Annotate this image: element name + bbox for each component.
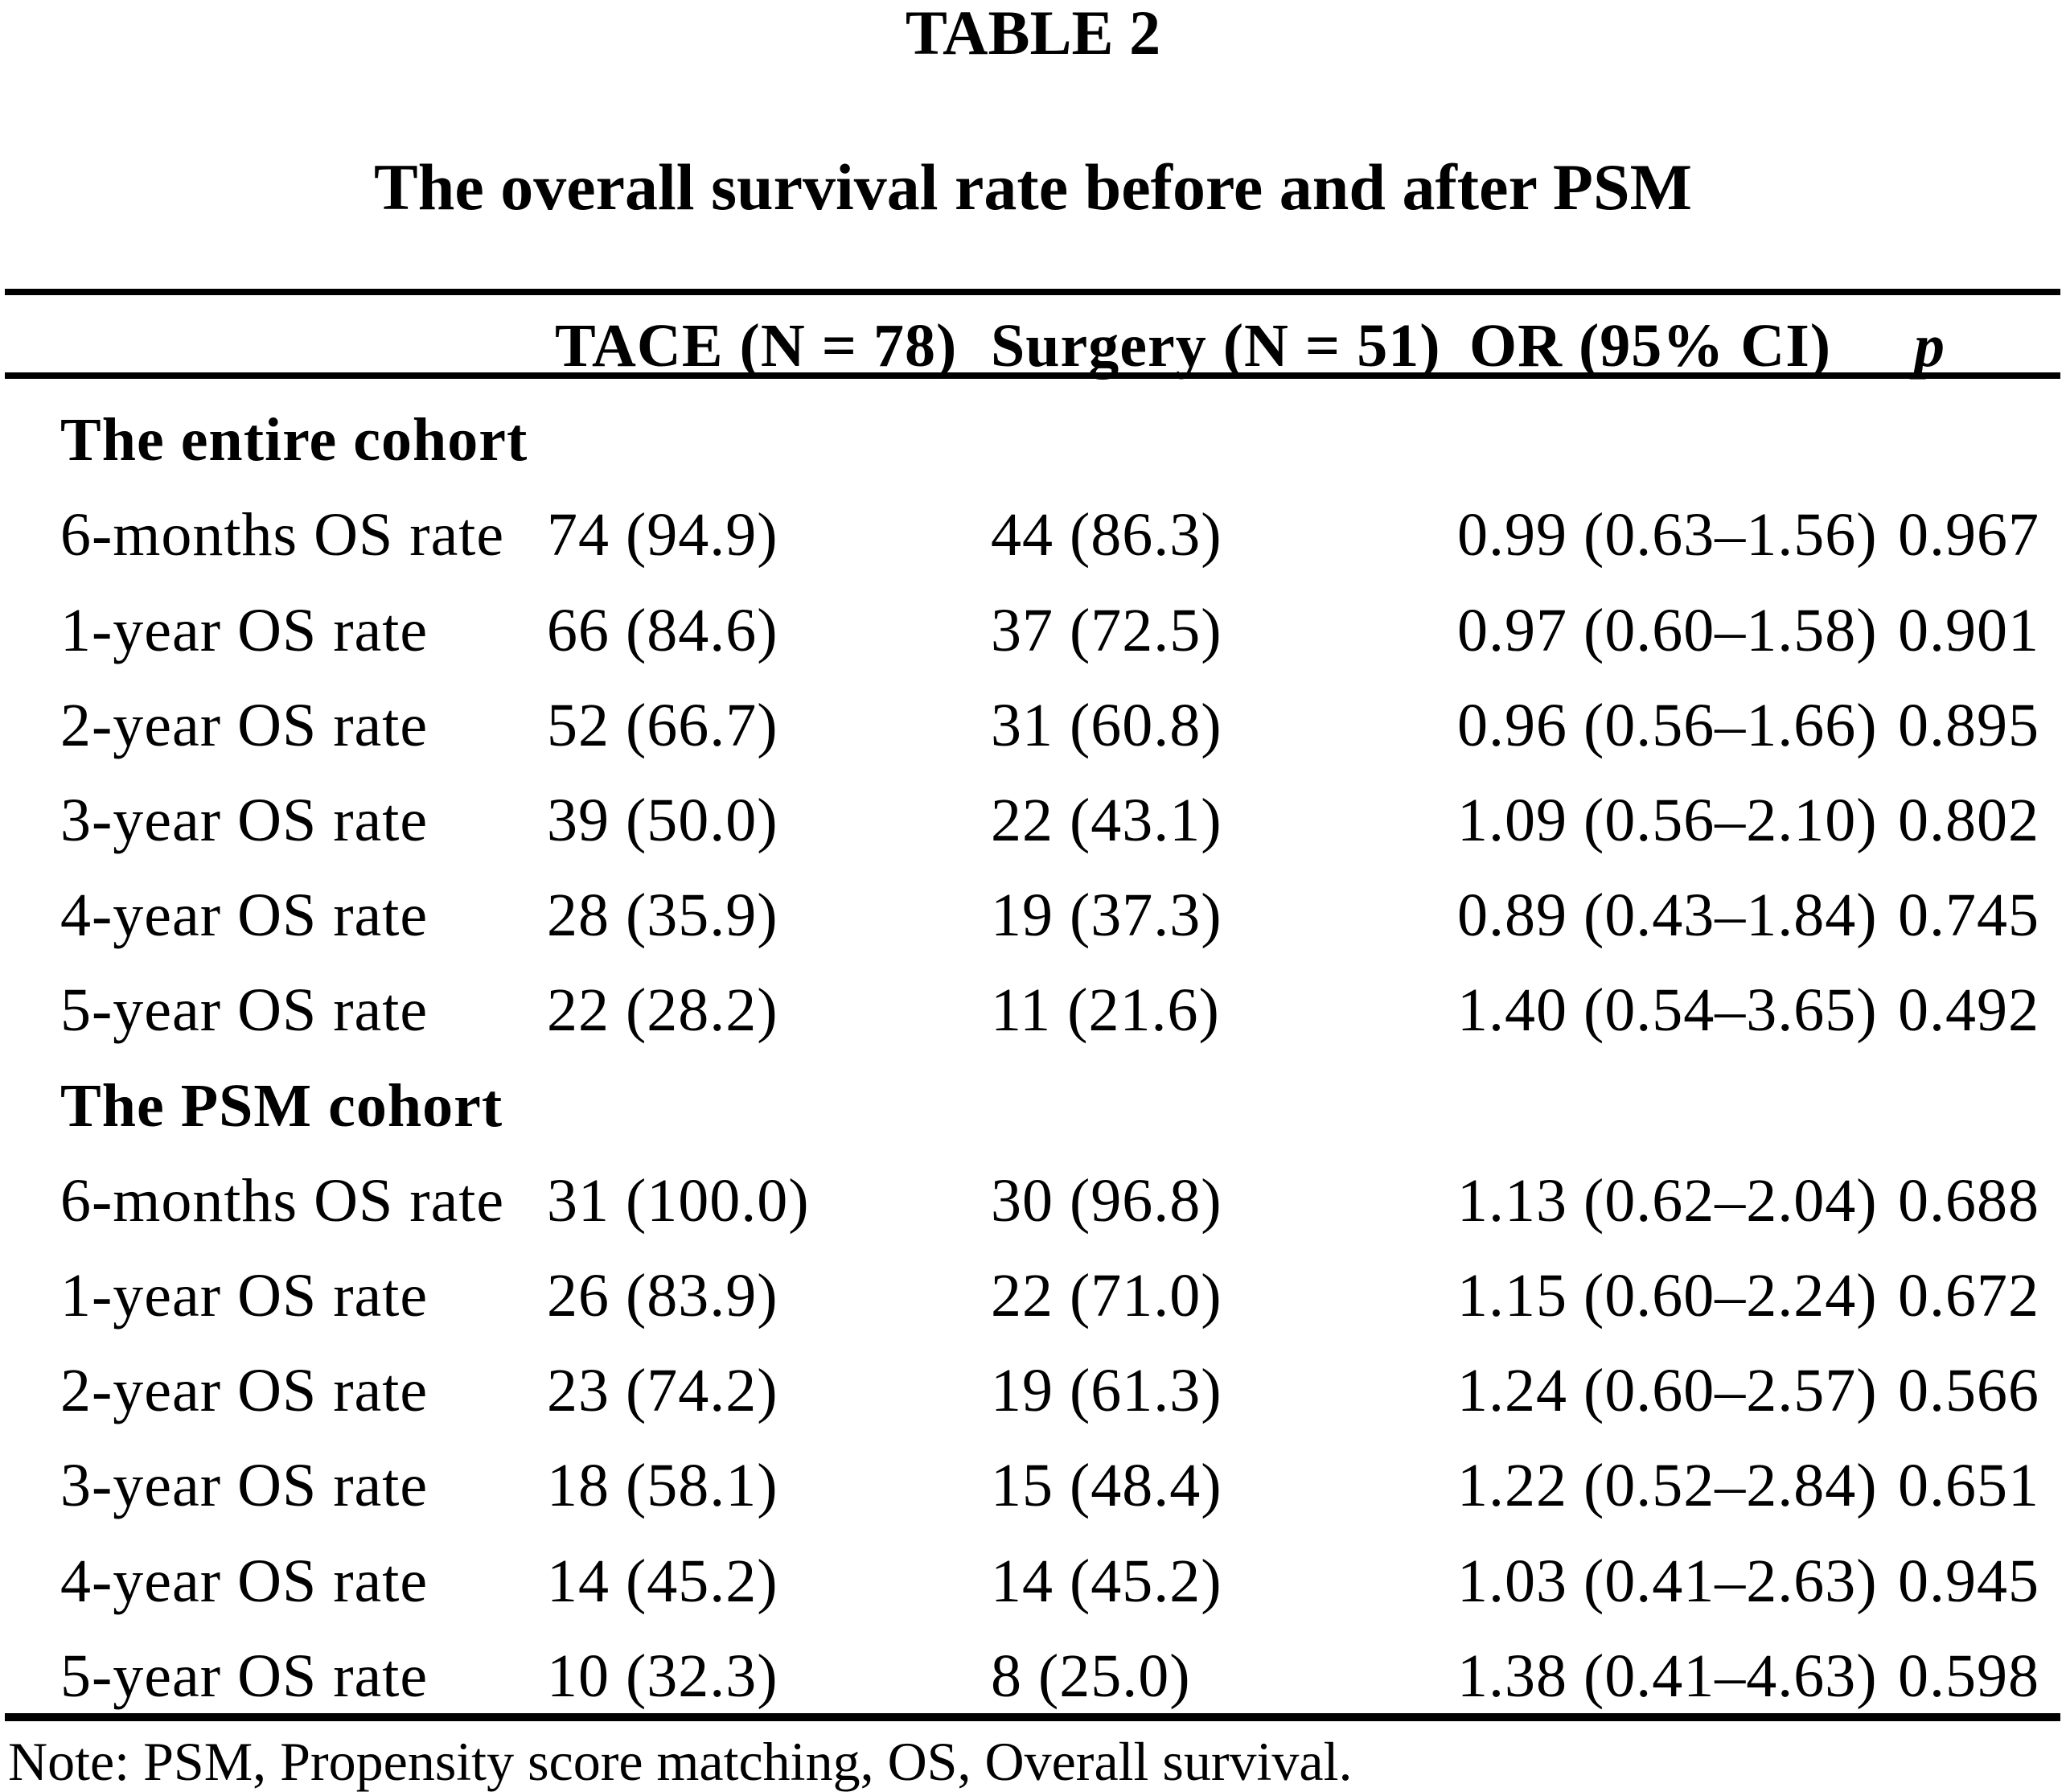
table-row: 3-year OS rate 39 (50.0) 22 (43.1) 1.09 …: [0, 762, 2066, 857]
cell-surgery: 22 (71.0): [991, 1262, 1222, 1330]
row-label: 2-year OS rate: [60, 1357, 429, 1425]
row-label: 5-year OS rate: [60, 976, 429, 1045]
row-label: 6-months OS rate: [60, 1166, 505, 1235]
table-row: 1-year OS rate 66 (84.6) 37 (72.5) 0.97 …: [0, 572, 2066, 667]
table-caption: The overall survival rate before and aft…: [374, 150, 1692, 224]
cell-tace: 39 (50.0): [547, 786, 778, 854]
row-label: 1-year OS rate: [60, 1262, 429, 1330]
cell-p-value: 0.492: [1898, 976, 2039, 1045]
cell-tace: 66 (84.6): [547, 596, 778, 664]
cell-or-ci: 0.97 (0.60–1.58): [1457, 596, 1878, 664]
table-row: 4-year OS rate 28 (35.9) 19 (37.3) 0.89 …: [0, 857, 2066, 952]
row-label: 4-year OS rate: [60, 1547, 429, 1615]
cell-surgery: 8 (25.0): [991, 1642, 1191, 1710]
cell-p-value: 0.895: [1898, 691, 2039, 759]
cell-surgery: 37 (72.5): [991, 596, 1222, 664]
cell-surgery: 15 (48.4): [991, 1452, 1222, 1520]
cell-surgery: 11 (21.6): [991, 976, 1220, 1045]
cell-surgery: 30 (96.8): [991, 1166, 1222, 1235]
cell-or-ci: 1.13 (0.62–2.04): [1457, 1166, 1878, 1235]
cell-surgery: 44 (86.3): [991, 501, 1222, 569]
cell-p-value: 0.802: [1898, 786, 2039, 854]
table-bottom-rule: [5, 1713, 2060, 1721]
column-header-surgery: Surgery (N = 51): [991, 312, 1441, 380]
table-row: 3-year OS rate 18 (58.1) 15 (48.4) 1.22 …: [0, 1428, 2066, 1523]
table-body: The entire cohort 6-months OS rate 74 (9…: [0, 382, 2066, 1713]
cell-tace: 23 (74.2): [547, 1357, 778, 1425]
cell-tace: 74 (94.9): [547, 501, 778, 569]
table-row: 6-months OS rate 31 (100.0) 30 (96.8) 1.…: [0, 1143, 2066, 1238]
cell-p-value: 0.745: [1898, 882, 2039, 950]
cell-or-ci: 1.09 (0.56–2.10): [1457, 786, 1878, 854]
cell-surgery: 19 (37.3): [991, 882, 1222, 950]
row-label: 5-year OS rate: [60, 1642, 429, 1710]
cell-surgery: 14 (45.2): [991, 1547, 1222, 1615]
cell-or-ci: 1.22 (0.52–2.84): [1457, 1452, 1878, 1520]
table-row: 4-year OS rate 14 (45.2) 14 (45.2) 1.03 …: [0, 1523, 2066, 1618]
cell-or-ci: 1.15 (0.60–2.24): [1457, 1262, 1878, 1330]
column-header-or-ci: OR (95% CI): [1469, 312, 1832, 380]
column-header-tace: TACE (N = 78): [555, 312, 958, 380]
table-header-rule: [5, 372, 2060, 379]
cell-tace: 31 (100.0): [547, 1166, 810, 1235]
row-label: 4-year OS rate: [60, 882, 429, 950]
cell-or-ci: 1.03 (0.41–2.63): [1457, 1547, 1878, 1615]
cell-surgery: 22 (43.1): [991, 786, 1222, 854]
cell-p-value: 0.945: [1898, 1547, 2039, 1615]
cell-surgery: 31 (60.8): [991, 691, 1222, 759]
row-label: 3-year OS rate: [60, 786, 429, 854]
table-row: 2-year OS rate 52 (66.7) 31 (60.8) 0.96 …: [0, 668, 2066, 762]
table-label: TABLE 2: [905, 0, 1161, 68]
section-header-label: The entire cohort: [60, 406, 528, 475]
table-row: 6-months OS rate 74 (94.9) 44 (86.3) 0.9…: [0, 477, 2066, 572]
table-row: 5-year OS rate 22 (28.2) 11 (21.6) 1.40 …: [0, 952, 2066, 1047]
cell-or-ci: 1.40 (0.54–3.65): [1457, 976, 1878, 1045]
cell-tace: 18 (58.1): [547, 1452, 778, 1520]
cell-tace: 22 (28.2): [547, 976, 778, 1045]
section-header-label: The PSM cohort: [60, 1071, 503, 1140]
table-header-row: TACE (N = 78) Surgery (N = 51) OR (95% C…: [0, 298, 2066, 376]
table-row: 2-year OS rate 23 (74.2) 19 (61.3) 1.24 …: [0, 1333, 2066, 1428]
cell-or-ci: 0.96 (0.56–1.66): [1457, 691, 1878, 759]
section-header-psm-cohort: The PSM cohort: [0, 1048, 2066, 1143]
row-label: 6-months OS rate: [60, 501, 505, 569]
cell-or-ci: 0.89 (0.43–1.84): [1457, 882, 1878, 950]
section-header-entire-cohort: The entire cohort: [0, 382, 2066, 477]
table-row: 5-year OS rate 10 (32.3) 8 (25.0) 1.38 (…: [0, 1618, 2066, 1713]
cell-p-value: 0.598: [1898, 1642, 2039, 1710]
cell-tace: 14 (45.2): [547, 1547, 778, 1615]
cell-p-value: 0.688: [1898, 1166, 2039, 1235]
table-row: 1-year OS rate 26 (83.9) 22 (71.0) 1.15 …: [0, 1238, 2066, 1333]
table-top-rule: [5, 289, 2060, 295]
row-label: 2-year OS rate: [60, 691, 429, 759]
cell-tace: 28 (35.9): [547, 882, 778, 950]
cell-p-value: 0.566: [1898, 1357, 2039, 1425]
cell-tace: 10 (32.3): [547, 1642, 778, 1710]
cell-p-value: 0.901: [1898, 596, 2039, 664]
cell-p-value: 0.672: [1898, 1262, 2039, 1330]
cell-p-value: 0.967: [1898, 501, 2039, 569]
cell-tace: 26 (83.9): [547, 1262, 778, 1330]
cell-or-ci: 1.24 (0.60–2.57): [1457, 1357, 1878, 1425]
cell-tace: 52 (66.7): [547, 691, 778, 759]
column-header-p-value: p: [1914, 312, 1945, 380]
cell-surgery: 19 (61.3): [991, 1357, 1222, 1425]
cell-p-value: 0.651: [1898, 1452, 2039, 1520]
table-note: Note: PSM, Propensity score matching, OS…: [8, 1731, 1353, 1792]
row-label: 3-year OS rate: [60, 1452, 429, 1520]
cell-or-ci: 1.38 (0.41–4.63): [1457, 1642, 1878, 1710]
row-label: 1-year OS rate: [60, 596, 429, 664]
cell-or-ci: 0.99 (0.63–1.56): [1457, 501, 1878, 569]
